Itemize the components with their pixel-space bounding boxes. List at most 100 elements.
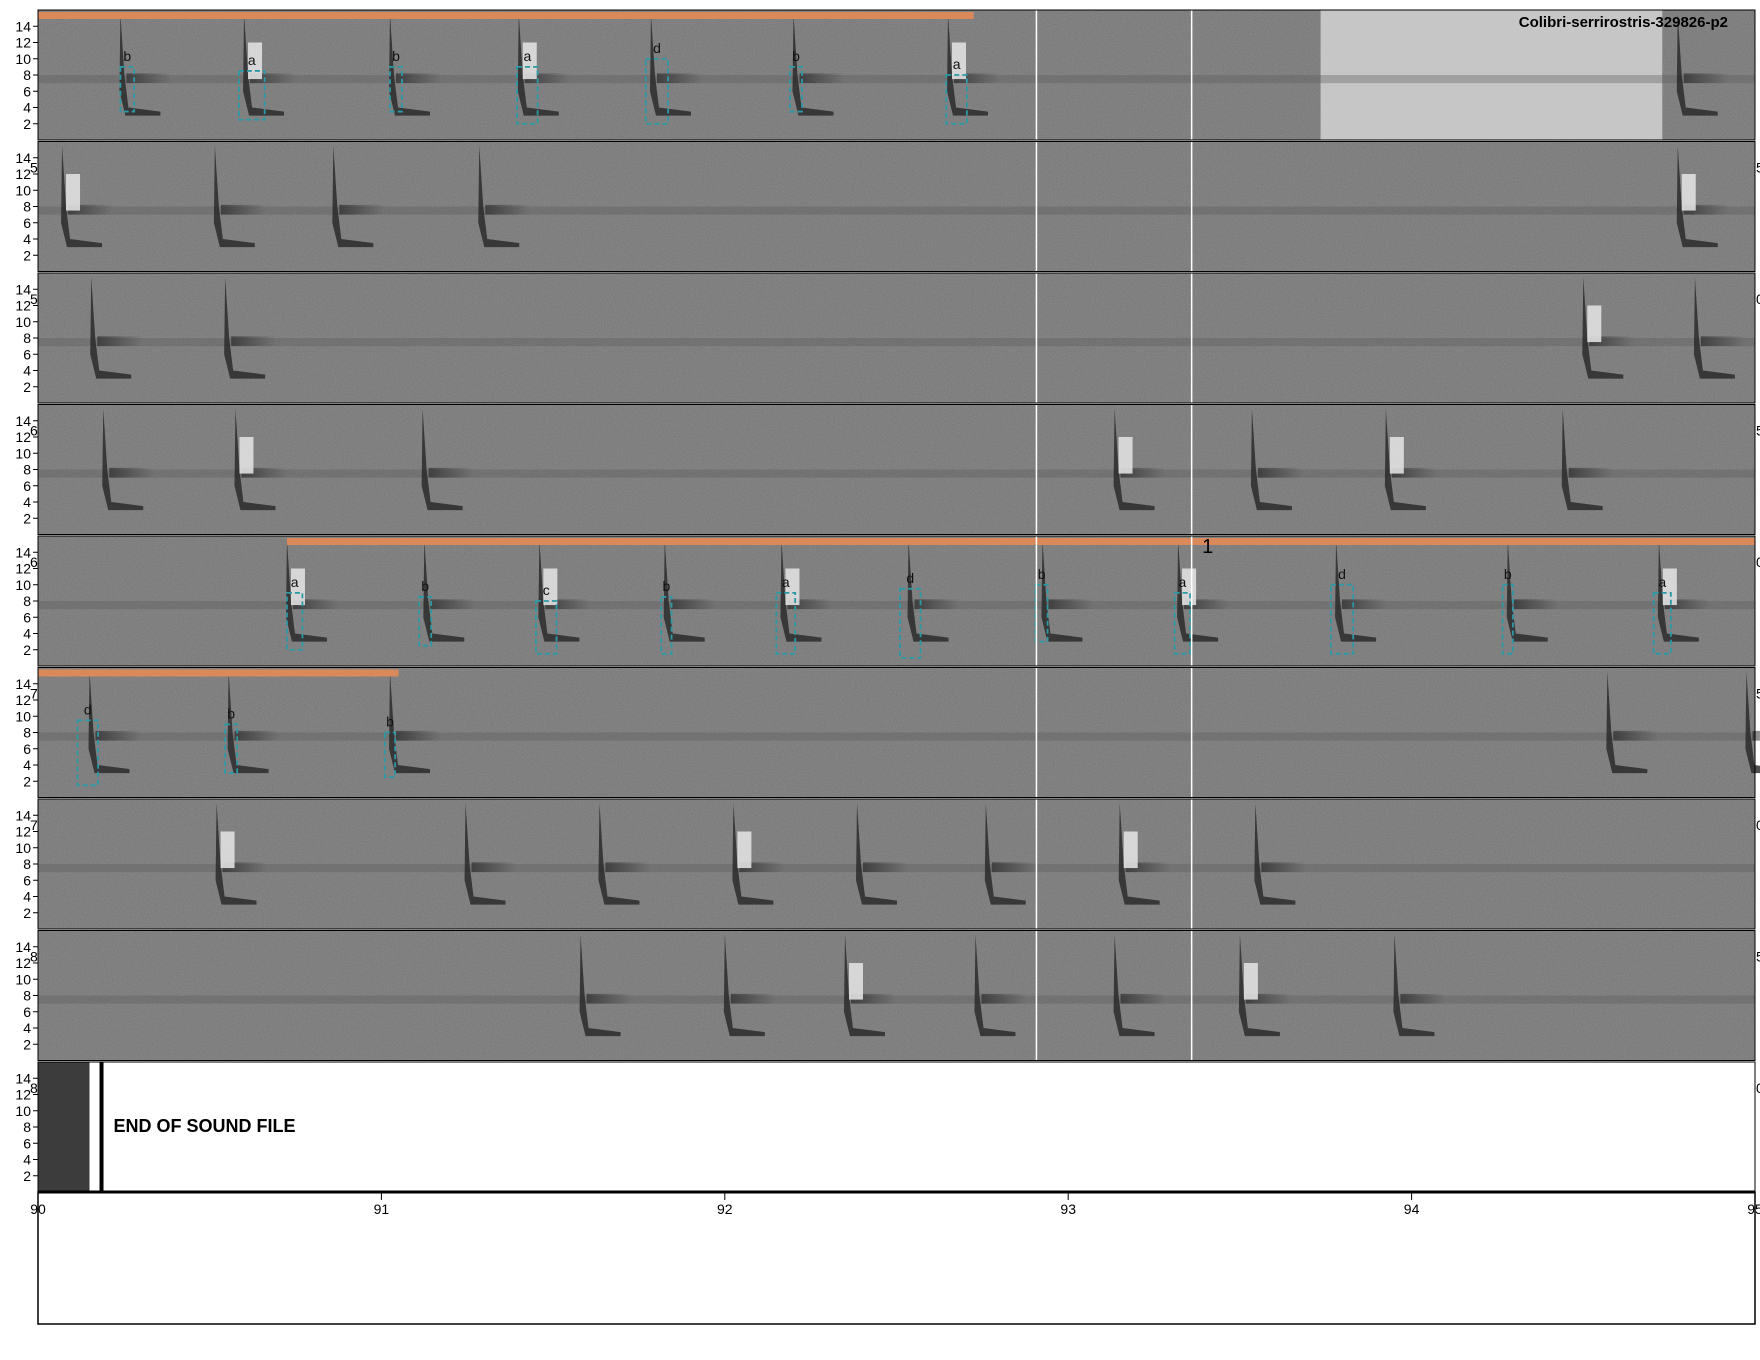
call-stroke — [285, 540, 327, 642]
call-stroke — [732, 803, 774, 905]
call-mark — [234, 408, 287, 511]
call-mark — [1606, 671, 1659, 774]
segment-label: d — [84, 701, 92, 717]
call-mark — [224, 277, 277, 379]
y-tick-label: 4 — [23, 1020, 31, 1036]
row-noise — [38, 930, 1755, 1061]
call-stroke — [213, 145, 255, 248]
y-tick-label: 14 — [15, 1070, 31, 1086]
call-mark — [598, 803, 651, 905]
call-tail — [586, 993, 632, 1004]
call-mark — [1693, 277, 1746, 379]
y-tick-label: 10 — [15, 445, 31, 461]
call-tail — [231, 336, 277, 347]
call-mark — [215, 803, 268, 905]
call-stroke — [464, 803, 506, 905]
y-tick-label: 8 — [23, 462, 31, 478]
call-tail — [545, 599, 591, 610]
selection-box — [1330, 583, 1355, 655]
call-stroke — [1506, 540, 1548, 642]
call-tail — [1245, 993, 1291, 1004]
call-mark — [843, 934, 896, 1037]
call-mark — [388, 671, 441, 774]
y-tick-label: 14 — [15, 18, 31, 34]
row-end-label: 0 — [1756, 554, 1760, 570]
call-tail — [787, 599, 833, 610]
call-highlight — [220, 831, 235, 869]
y-tick-label: 6 — [23, 83, 31, 99]
y-tick-label: 12 — [15, 429, 31, 445]
segment-label: b — [392, 48, 400, 64]
x-tick-label: 92 — [717, 1201, 733, 1217]
end-marker — [99, 1062, 104, 1192]
row-light-patch — [1320, 10, 1663, 140]
call-stroke — [723, 934, 765, 1037]
row-start-label: 8 — [30, 1080, 38, 1096]
axis-box — [37, 1191, 1756, 1325]
segment-label: d — [1338, 566, 1346, 582]
call-tail — [1700, 336, 1746, 347]
call-tail — [1261, 862, 1307, 873]
y-tick-label: 14 — [15, 281, 31, 297]
call-highlight — [66, 174, 81, 211]
call-mark — [1113, 408, 1166, 511]
selection-box — [389, 65, 403, 113]
row-end-label: 0 — [1756, 817, 1760, 833]
segment-label: a — [523, 48, 531, 64]
y-tick-label: 8 — [23, 330, 31, 346]
call-highlight — [1587, 305, 1602, 343]
call-stroke — [1582, 277, 1624, 379]
noise-band — [38, 338, 1755, 347]
segment-label: a — [291, 574, 299, 590]
y-tick-label: 12 — [15, 1087, 31, 1103]
call-mark — [1393, 934, 1446, 1037]
call-stroke — [332, 145, 374, 248]
call-tail — [1125, 862, 1171, 873]
call-tail — [1120, 467, 1166, 478]
call-stroke — [1238, 934, 1280, 1037]
call-highlight — [1118, 437, 1133, 474]
call-mark — [61, 145, 114, 248]
call-tail — [471, 862, 517, 873]
x-tick-label: 95 — [1747, 1201, 1760, 1217]
call-stroke — [579, 934, 621, 1037]
call-mark — [649, 14, 702, 116]
time-axis: 90 91 92 93 94 95 — [30, 1190, 1760, 1325]
selection-box — [1034, 583, 1049, 643]
call-mark — [1506, 540, 1559, 642]
call-tail — [430, 599, 476, 610]
call-tail — [524, 73, 570, 84]
call-mark — [1676, 145, 1729, 248]
call-tail — [863, 862, 909, 873]
call-highlight — [785, 568, 800, 606]
call-tail — [1664, 599, 1710, 610]
call-tail — [234, 730, 280, 741]
call-stroke — [598, 803, 640, 905]
call-stroke — [1561, 408, 1603, 511]
call-mark — [732, 803, 785, 905]
segment-label: d — [906, 570, 914, 586]
row-noise — [38, 141, 1755, 272]
call-stroke — [538, 540, 580, 642]
y-tick-label: 8 — [23, 199, 31, 215]
y-tick-label: 8 — [23, 856, 31, 872]
call-stroke — [856, 803, 898, 905]
row-end-label: 5 — [1756, 685, 1760, 701]
row-end-label: 0 — [1756, 291, 1760, 307]
y-tick-label: 6 — [23, 346, 31, 362]
row-noise — [38, 404, 1755, 535]
y-tick-label: 10 — [15, 314, 31, 330]
call-tail — [1257, 467, 1303, 478]
row-background — [38, 1062, 1755, 1192]
call-mark — [90, 277, 143, 379]
call-highlight — [1681, 174, 1696, 211]
y-tick-label: 14 — [15, 150, 31, 166]
row-end-label: 5 — [1756, 159, 1760, 175]
row-start-label: 7 — [30, 685, 38, 701]
call-mark — [947, 14, 1000, 116]
